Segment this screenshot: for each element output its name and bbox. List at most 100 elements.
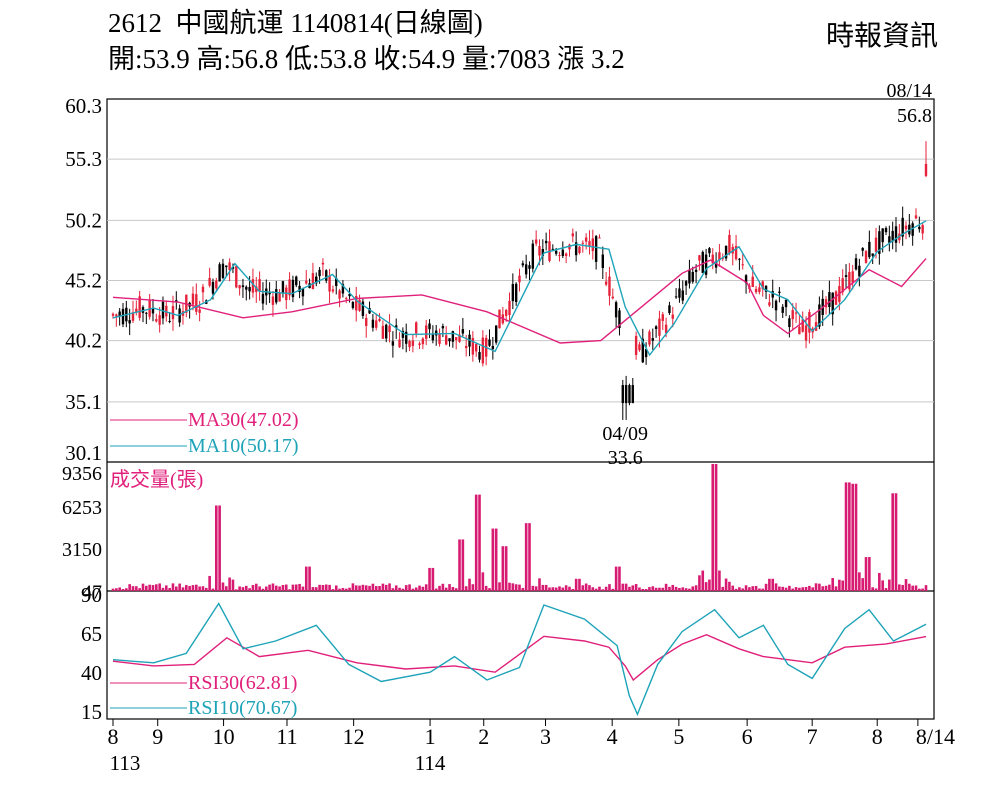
candle-body — [218, 264, 221, 282]
rsi-line-rsi10 — [112, 602, 927, 717]
volume-bar — [848, 482, 851, 591]
volume-bar — [121, 589, 125, 591]
volume-bar — [861, 578, 864, 591]
volume-bar — [228, 577, 231, 591]
volume-bar — [701, 570, 705, 591]
candle-body — [651, 338, 654, 341]
price-legend-label: MA30(47.02) — [188, 409, 299, 431]
candle-body — [238, 285, 241, 289]
volume-bar — [531, 585, 535, 591]
volume-bar — [821, 586, 825, 591]
volume-bar — [155, 584, 158, 591]
candle-body — [381, 325, 385, 339]
volume-bar — [598, 586, 601, 591]
candle-body — [201, 286, 205, 293]
volume-bar — [198, 586, 201, 591]
candle-body — [858, 265, 861, 277]
volume-bar — [308, 566, 311, 591]
brand-label: 時報資訊 — [825, 21, 938, 52]
volume-bar — [728, 581, 731, 591]
candle-body — [598, 237, 601, 239]
candle-body — [448, 338, 451, 342]
candle-body — [395, 325, 398, 328]
volume-bar — [194, 584, 198, 591]
volume-bar — [764, 583, 768, 591]
volume-bar — [831, 577, 835, 591]
volume-bar — [594, 588, 598, 591]
candle-body — [338, 290, 341, 299]
volume-bar — [798, 587, 801, 591]
volume-bar — [878, 572, 881, 591]
candle-body — [168, 320, 171, 322]
candle-body — [115, 314, 118, 317]
volume-bar — [748, 587, 751, 591]
volume-bar — [538, 578, 541, 591]
candle-body — [494, 325, 498, 343]
volume-bar — [721, 586, 725, 591]
candle-body — [588, 241, 591, 246]
volume-bar — [411, 588, 415, 591]
price-ytick-label: 60.3 — [65, 94, 102, 118]
candle-body — [498, 309, 501, 329]
candle-body — [298, 285, 301, 293]
candle-body — [854, 258, 858, 270]
candle-body — [345, 298, 348, 300]
rsi-legend-label: RSI30(62.81) — [188, 672, 297, 694]
volume-bar — [851, 483, 854, 591]
candle-body — [355, 296, 358, 311]
candle-body — [438, 333, 441, 344]
volume-bar — [441, 583, 445, 591]
x-tick-label: 2 — [478, 724, 489, 749]
volume-bar — [791, 588, 795, 591]
volume-bar — [871, 587, 874, 591]
candle-body — [444, 335, 448, 345]
x-year-label: 113 — [110, 751, 141, 775]
volume-bar — [421, 586, 425, 591]
candle-body — [698, 255, 701, 261]
candle-body — [148, 299, 151, 317]
x-tick-label: 1 — [425, 724, 436, 749]
candle-body — [681, 290, 684, 301]
volume-bar — [888, 579, 891, 591]
rsi-ytick-label: 15 — [81, 700, 102, 724]
candle-body — [251, 279, 255, 293]
candle-body — [751, 276, 754, 287]
volume-bar — [381, 583, 385, 591]
candle-body — [451, 331, 455, 342]
volume-bar — [135, 586, 138, 591]
candle-body — [248, 287, 251, 292]
volume-bar — [568, 586, 571, 591]
volume-bar — [808, 585, 811, 591]
volume-bar — [344, 588, 348, 591]
high-annotation-date: 08/14 — [886, 80, 932, 102]
candle-body — [431, 334, 435, 341]
volume-bar — [828, 584, 831, 591]
volume-bar — [611, 588, 615, 591]
volume-bar — [688, 588, 691, 591]
volume-bar — [418, 585, 421, 591]
candle-body — [171, 306, 175, 320]
candle-body — [228, 262, 231, 270]
candle-body — [834, 291, 838, 305]
candle-body — [601, 254, 604, 268]
x-tick-label: 9 — [152, 724, 163, 749]
volume-bar — [201, 586, 205, 591]
candle-body — [425, 325, 428, 339]
rsi-legend: RSI30(62.81) RSI10(70.67) — [110, 672, 297, 719]
volume-bar — [288, 589, 291, 591]
volume-bar — [608, 584, 611, 591]
volume-bar — [548, 587, 551, 591]
candle-body — [351, 301, 355, 308]
volume-bar — [901, 584, 904, 591]
volume-bar — [268, 584, 271, 591]
price-y-axis: 60.3 55.3 50.2 45.2 40.2 35.1 30.1 — [65, 94, 102, 465]
volume-bar — [384, 584, 388, 591]
volume-bar — [508, 582, 511, 591]
candle-body — [571, 233, 575, 237]
volume-bar — [578, 578, 581, 591]
volume-bar — [348, 587, 351, 591]
candle-body — [561, 249, 565, 256]
volume-bar — [804, 586, 808, 591]
candle-body — [208, 277, 211, 286]
volume-ytick-label: 3150 — [62, 539, 102, 561]
